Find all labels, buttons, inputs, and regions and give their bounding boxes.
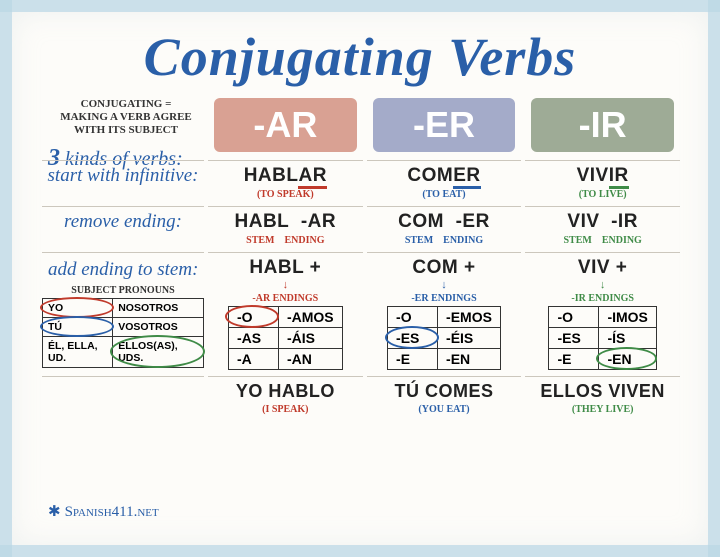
poster-frame: Conjugating Verbs Conjugating = making a…	[12, 12, 708, 545]
ending-ar: AR	[298, 165, 326, 189]
ending-cell: -EN	[599, 349, 656, 370]
cell-er-final: TÚ COMES (you eat)	[367, 376, 522, 421]
stem-ending-labels-ir: stemending	[525, 235, 680, 246]
cell-ar-final: YO HABLO (I speak)	[208, 376, 363, 421]
stem-ending-ar: HABL -AR	[208, 211, 363, 233]
arrow-icon: ↓	[208, 279, 363, 291]
ending-cell: -ÉIS	[438, 328, 501, 349]
endings-label-ar: -AR endings	[208, 293, 363, 304]
col-header-er: -ER	[373, 98, 516, 152]
ending-cell: -O	[388, 307, 438, 328]
conjugation-grid: -AR -ER -IR start with infinitive: HABLA…	[42, 94, 680, 421]
cell-ar-remove: HABL -AR stemending	[208, 206, 363, 252]
example-ir: ELLOS VIVEN	[525, 381, 680, 402]
example-gloss-er: (you eat)	[367, 404, 522, 415]
example-er: TÚ COMES	[367, 381, 522, 402]
endings-table-er: -O-EMOS-ES-ÉIS-E-EN	[387, 306, 501, 370]
stem-ending-er: COM -ER	[367, 211, 522, 233]
gloss-hablar: (to speak)	[208, 189, 363, 200]
example-gloss-ar: (I speak)	[208, 404, 363, 415]
arrow-icon: ↓	[525, 279, 680, 291]
pronouns-heading: Subject Pronouns	[42, 285, 204, 296]
stem-plus-er: COM +	[367, 257, 522, 279]
pronoun-cell: YO	[43, 299, 113, 318]
page-title: Conjugating Verbs	[12, 26, 708, 88]
pronoun-cell: VOSOTROS	[113, 318, 204, 337]
endings-label-er: -ER endings	[367, 293, 522, 304]
ending-er: ER	[453, 165, 480, 189]
gloss-comer: (to eat)	[367, 189, 522, 200]
ending-cell: -ES	[388, 328, 438, 349]
cell-ir-add: VIV + ↓ -IR endings -O-IMOS-ES-ÍS-E-EN	[525, 252, 680, 376]
ending-ir: IR	[609, 165, 629, 189]
ending-cell: -O	[228, 307, 278, 328]
ending-cell: -AMOS	[278, 307, 342, 328]
row-label-remove: remove ending:	[42, 206, 204, 252]
ending-cell: -EN	[438, 349, 501, 370]
cell-ir-remove: VIV -IR stemending	[525, 206, 680, 252]
star-icon: ✱	[48, 504, 61, 520]
ending-cell: -E	[549, 349, 599, 370]
ending-cell: -ES	[549, 328, 599, 349]
pronouns-block: add ending to stem: Subject Pronouns YON…	[42, 252, 204, 376]
cell-ar-infinitive: HABLAR (to speak)	[208, 160, 363, 206]
pronoun-cell: ELLOS(AS), UDS.	[113, 337, 204, 368]
col-header-ar: -AR	[214, 98, 357, 152]
ending-cell: -ÁIS	[278, 328, 342, 349]
verb-hablar: HABLAR	[208, 165, 363, 187]
example-gloss-ir: (they live)	[525, 404, 680, 415]
col-header-ir: -IR	[531, 98, 674, 152]
pronouns-table: YONOSOTROSTÚVOSOTROSÉL, ELLA, UD.ELLOS(A…	[42, 298, 204, 368]
row-label-add: add ending to stem:	[42, 253, 204, 281]
endings-table-ir: -O-IMOS-ES-ÍS-E-EN	[548, 306, 656, 370]
ending-cell: -A	[228, 349, 278, 370]
row-label-infinitive: start with infinitive:	[42, 160, 204, 206]
ending-cell: -AN	[278, 349, 342, 370]
verb-vivir: VIVIR	[525, 165, 680, 187]
ending-cell: -O	[549, 307, 599, 328]
ending-cell: -AS	[228, 328, 278, 349]
cell-er-infinitive: COMER (to eat)	[367, 160, 522, 206]
pronoun-cell: TÚ	[43, 318, 113, 337]
stem-plus-ar: HABL +	[208, 257, 363, 279]
stem-ending-ir: VIV -IR	[525, 211, 680, 233]
example-ar: YO HABLO	[208, 381, 363, 402]
ending-cell: -IMOS	[599, 307, 656, 328]
pronoun-cell: NOSOTROS	[113, 299, 204, 318]
gloss-vivir: (to live)	[525, 189, 680, 200]
ending-cell: -E	[388, 349, 438, 370]
footer-text: Spanish411.net	[65, 504, 159, 520]
cell-ir-final: ELLOS VIVEN (they live)	[525, 376, 680, 421]
stem-ending-labels-ar: stemending	[208, 235, 363, 246]
cell-er-remove: COM -ER stemending	[367, 206, 522, 252]
ending-cell: -EMOS	[438, 307, 501, 328]
stem-ending-labels-er: stemending	[367, 235, 522, 246]
verb-comer: COMER	[367, 165, 522, 187]
endings-label-ir: -IR endings	[525, 293, 680, 304]
ending-cell: -ÍS	[599, 328, 656, 349]
cell-er-add: COM + ↓ -ER endings -O-EMOS-ES-ÉIS-E-EN	[367, 252, 522, 376]
pronoun-cell: ÉL, ELLA, UD.	[43, 337, 113, 368]
stem-plus-ir: VIV +	[525, 257, 680, 279]
cell-ar-add: HABL + ↓ -AR endings -O-AMOS-AS-ÁIS-A-AN	[208, 252, 363, 376]
footer-credit: ✱Spanish411.net	[48, 502, 159, 521]
cell-ir-infinitive: VIVIR (to live)	[525, 160, 680, 206]
arrow-icon: ↓	[367, 279, 522, 291]
endings-table-ar: -O-AMOS-AS-ÁIS-A-AN	[228, 306, 343, 370]
